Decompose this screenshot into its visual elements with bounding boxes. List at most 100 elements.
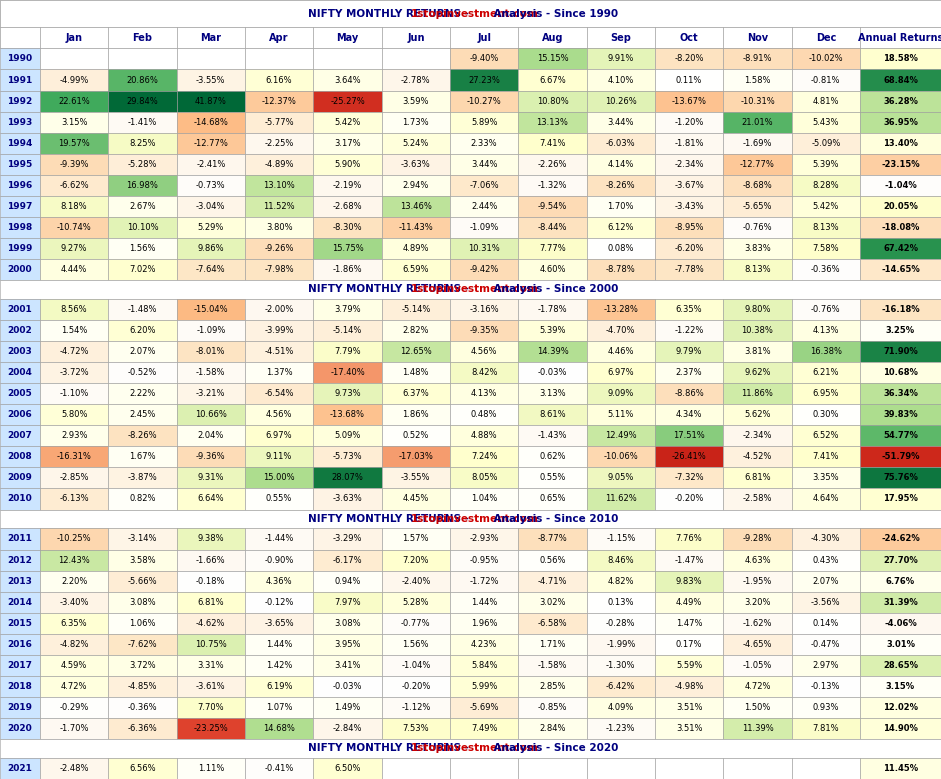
Bar: [108, 404, 177, 425]
Text: 54.77%: 54.77%: [883, 432, 917, 440]
Bar: [860, 383, 941, 404]
Bar: [586, 404, 655, 425]
Text: 9.86%: 9.86%: [198, 244, 224, 253]
Bar: [177, 259, 245, 280]
Bar: [860, 69, 941, 90]
Bar: [586, 69, 655, 90]
Bar: [382, 697, 450, 718]
Text: -25.27%: -25.27%: [330, 97, 365, 106]
Bar: [245, 299, 313, 320]
Bar: [245, 111, 313, 132]
Bar: [313, 383, 382, 404]
Bar: [655, 174, 724, 196]
Text: 8.46%: 8.46%: [608, 555, 634, 565]
Text: Nov: Nov: [747, 33, 768, 43]
Bar: [586, 299, 655, 320]
Text: 1.06%: 1.06%: [129, 619, 156, 628]
Text: 2.07%: 2.07%: [813, 576, 839, 586]
Bar: [177, 718, 245, 739]
Bar: [0, 362, 40, 383]
Text: 6.67%: 6.67%: [539, 76, 566, 84]
Text: -4.51%: -4.51%: [264, 347, 294, 356]
Bar: [382, 362, 450, 383]
Bar: [177, 320, 245, 341]
Text: 8.18%: 8.18%: [61, 202, 88, 211]
Text: 7.70%: 7.70%: [198, 703, 224, 712]
Text: 2.22%: 2.22%: [129, 390, 155, 398]
Text: -26.41%: -26.41%: [672, 453, 707, 461]
Bar: [655, 758, 724, 779]
Bar: [108, 488, 177, 509]
Text: -8.26%: -8.26%: [128, 432, 157, 440]
Bar: [40, 27, 108, 48]
Bar: [245, 570, 313, 591]
Bar: [245, 196, 313, 217]
Bar: [177, 467, 245, 488]
Bar: [724, 217, 791, 238]
Text: 2001: 2001: [8, 305, 32, 314]
Text: -0.03%: -0.03%: [333, 682, 362, 691]
Text: -4.82%: -4.82%: [59, 640, 88, 649]
Bar: [0, 488, 40, 509]
Bar: [382, 299, 450, 320]
Bar: [245, 341, 313, 362]
Text: -1.70%: -1.70%: [59, 724, 88, 733]
Bar: [586, 570, 655, 591]
Text: 10.26%: 10.26%: [605, 97, 637, 106]
Bar: [655, 676, 724, 697]
Text: 2.20%: 2.20%: [61, 576, 88, 586]
Bar: [40, 404, 108, 425]
Bar: [586, 591, 655, 612]
Text: 0.55%: 0.55%: [266, 495, 293, 503]
Bar: [518, 634, 586, 655]
Bar: [382, 111, 450, 132]
Bar: [860, 320, 941, 341]
Text: -5.69%: -5.69%: [470, 703, 499, 712]
Bar: [245, 549, 313, 570]
Text: 3.81%: 3.81%: [744, 347, 771, 356]
Bar: [518, 591, 586, 612]
Text: -18.08%: -18.08%: [882, 223, 919, 232]
Bar: [177, 549, 245, 570]
Text: 8.13%: 8.13%: [744, 265, 771, 274]
Bar: [860, 655, 941, 676]
Text: -3.87%: -3.87%: [128, 474, 157, 482]
Text: -6.54%: -6.54%: [264, 390, 294, 398]
Bar: [586, 634, 655, 655]
Bar: [655, 362, 724, 383]
Bar: [655, 697, 724, 718]
Bar: [0, 697, 40, 718]
Bar: [450, 446, 518, 467]
Bar: [791, 27, 860, 48]
Text: 2010: 2010: [8, 495, 32, 503]
Bar: [245, 48, 313, 69]
Bar: [108, 634, 177, 655]
Text: 5.80%: 5.80%: [61, 411, 88, 419]
Text: 3.59%: 3.59%: [403, 97, 429, 106]
Bar: [40, 488, 108, 509]
Text: 10.38%: 10.38%: [742, 326, 774, 335]
Text: 17.51%: 17.51%: [674, 432, 705, 440]
Text: 4.88%: 4.88%: [470, 432, 498, 440]
Bar: [0, 0, 941, 27]
Bar: [586, 467, 655, 488]
Bar: [177, 341, 245, 362]
Bar: [108, 174, 177, 196]
Bar: [245, 697, 313, 718]
Text: 3.25%: 3.25%: [885, 326, 915, 335]
Bar: [382, 27, 450, 48]
Bar: [860, 153, 941, 174]
Text: 11.62%: 11.62%: [605, 495, 637, 503]
Text: -5.66%: -5.66%: [128, 576, 157, 586]
Bar: [245, 69, 313, 90]
Bar: [450, 718, 518, 739]
Bar: [586, 153, 655, 174]
Text: -15.04%: -15.04%: [194, 305, 228, 314]
Bar: [655, 132, 724, 153]
Text: 1.86%: 1.86%: [403, 411, 429, 419]
Bar: [0, 299, 40, 320]
Text: 1.56%: 1.56%: [129, 244, 156, 253]
Text: 5.39%: 5.39%: [813, 160, 839, 169]
Bar: [655, 425, 724, 446]
Bar: [177, 196, 245, 217]
